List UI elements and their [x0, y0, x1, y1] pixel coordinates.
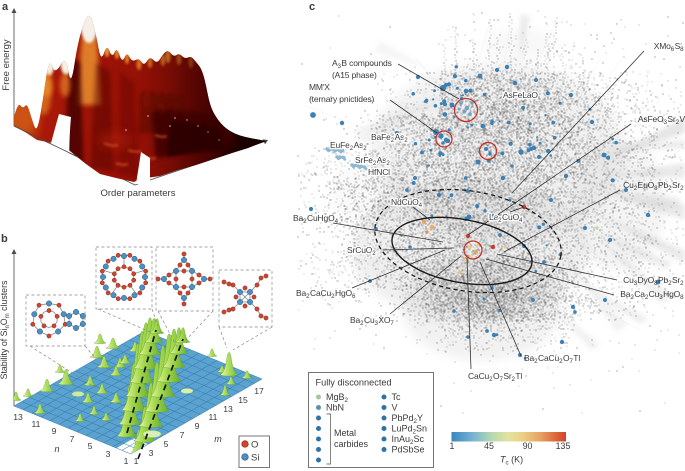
svg-text:9: 9	[195, 421, 200, 431]
svg-text:(ternary pnictides): (ternary pnictides)	[309, 94, 374, 104]
svg-text:LuPd2Sn: LuPd2Sn	[392, 424, 428, 436]
svg-text:Fully disconnected: Fully disconnected	[316, 378, 392, 388]
svg-text:BaFe2 As2: BaFe2 As2	[371, 132, 408, 144]
svg-text:13: 13	[13, 412, 23, 422]
svg-text:(A15 phase): (A15 phase)	[332, 70, 377, 80]
svg-text:45: 45	[484, 441, 494, 451]
svg-text:V: V	[392, 403, 398, 413]
svg-text:Ba2 CaCu2 HgO6: Ba2 CaCu2 HgO6	[296, 288, 356, 300]
svg-text:Order parameters: Order parameters	[101, 188, 176, 199]
svg-text:17: 17	[254, 386, 264, 396]
svg-text:13: 13	[223, 404, 233, 414]
svg-text:5: 5	[88, 441, 93, 451]
svg-text:La2 CuO4: La2 CuO4	[489, 212, 523, 224]
svg-text:15: 15	[238, 395, 248, 405]
svg-text:135: 135	[556, 441, 571, 451]
svg-text:3: 3	[149, 448, 154, 458]
svg-text:Ba2 Ca2 Cu3 HgO8: Ba2 Ca2 Cu3 HgO8	[620, 289, 684, 301]
svg-text:m: m	[214, 434, 222, 444]
svg-text:A3 B compounds: A3 B compounds	[332, 58, 392, 70]
svg-text:XMo6 S8: XMo6 S8	[654, 41, 684, 53]
svg-text:Metal: Metal	[334, 428, 356, 438]
svg-text:PdSbSe: PdSbSe	[392, 445, 425, 455]
svg-text:AsFeLaO: AsFeLaO	[503, 90, 538, 100]
svg-text:SrCuO2: SrCuO2	[347, 245, 376, 257]
svg-text:b: b	[1, 233, 8, 245]
svg-text:Free energy: Free energy	[1, 39, 12, 90]
svg-text:c: c	[309, 1, 315, 13]
svg-text:Tc: Tc	[392, 392, 402, 402]
svg-text:HfNCl: HfNCl	[368, 167, 390, 177]
svg-text:InAu2Sc: InAu2Sc	[392, 434, 425, 446]
svg-text:3: 3	[106, 449, 111, 459]
svg-text:SrFe2 As2: SrFe2 As2	[355, 155, 390, 167]
svg-text:Stability of SinOm clusters: Stability of SinOm clusters	[0, 280, 11, 379]
svg-text:Si: Si	[251, 453, 259, 464]
svg-text:Tc (K): Tc (K)	[500, 455, 523, 467]
svg-text:9: 9	[52, 426, 57, 436]
svg-text:Ba2 CaCu2 O7 Tl: Ba2 CaCu2 O7 Tl	[524, 353, 580, 365]
svg-text:EuFe2 As2: EuFe2 As2	[330, 140, 367, 152]
svg-text:90: 90	[523, 441, 533, 451]
svg-text:1: 1	[124, 456, 129, 466]
svg-text:MgB2: MgB2	[326, 392, 349, 404]
svg-text:1: 1	[134, 456, 139, 466]
svg-text:AsFeO3 Sr2 V: AsFeO3 Sr2 V	[638, 114, 685, 126]
svg-text:CaCu2 O7 Sr2 Tl: CaCu2 O7 Sr2 Tl	[468, 371, 522, 383]
svg-text:11: 11	[209, 412, 218, 422]
svg-text:7: 7	[180, 430, 185, 440]
svg-text:n: n	[54, 444, 59, 454]
svg-text:a: a	[2, 1, 9, 13]
svg-text:O: O	[251, 440, 258, 451]
svg-text:MM′X: MM′X	[309, 82, 330, 92]
svg-text:11: 11	[32, 419, 41, 429]
svg-text:7: 7	[70, 434, 75, 444]
svg-text:carbides: carbides	[334, 439, 369, 449]
svg-text:5: 5	[164, 439, 169, 449]
svg-text:NbN: NbN	[326, 403, 344, 413]
svg-text:1: 1	[450, 441, 455, 451]
svg-text:NdCuO4: NdCuO4	[391, 197, 423, 209]
